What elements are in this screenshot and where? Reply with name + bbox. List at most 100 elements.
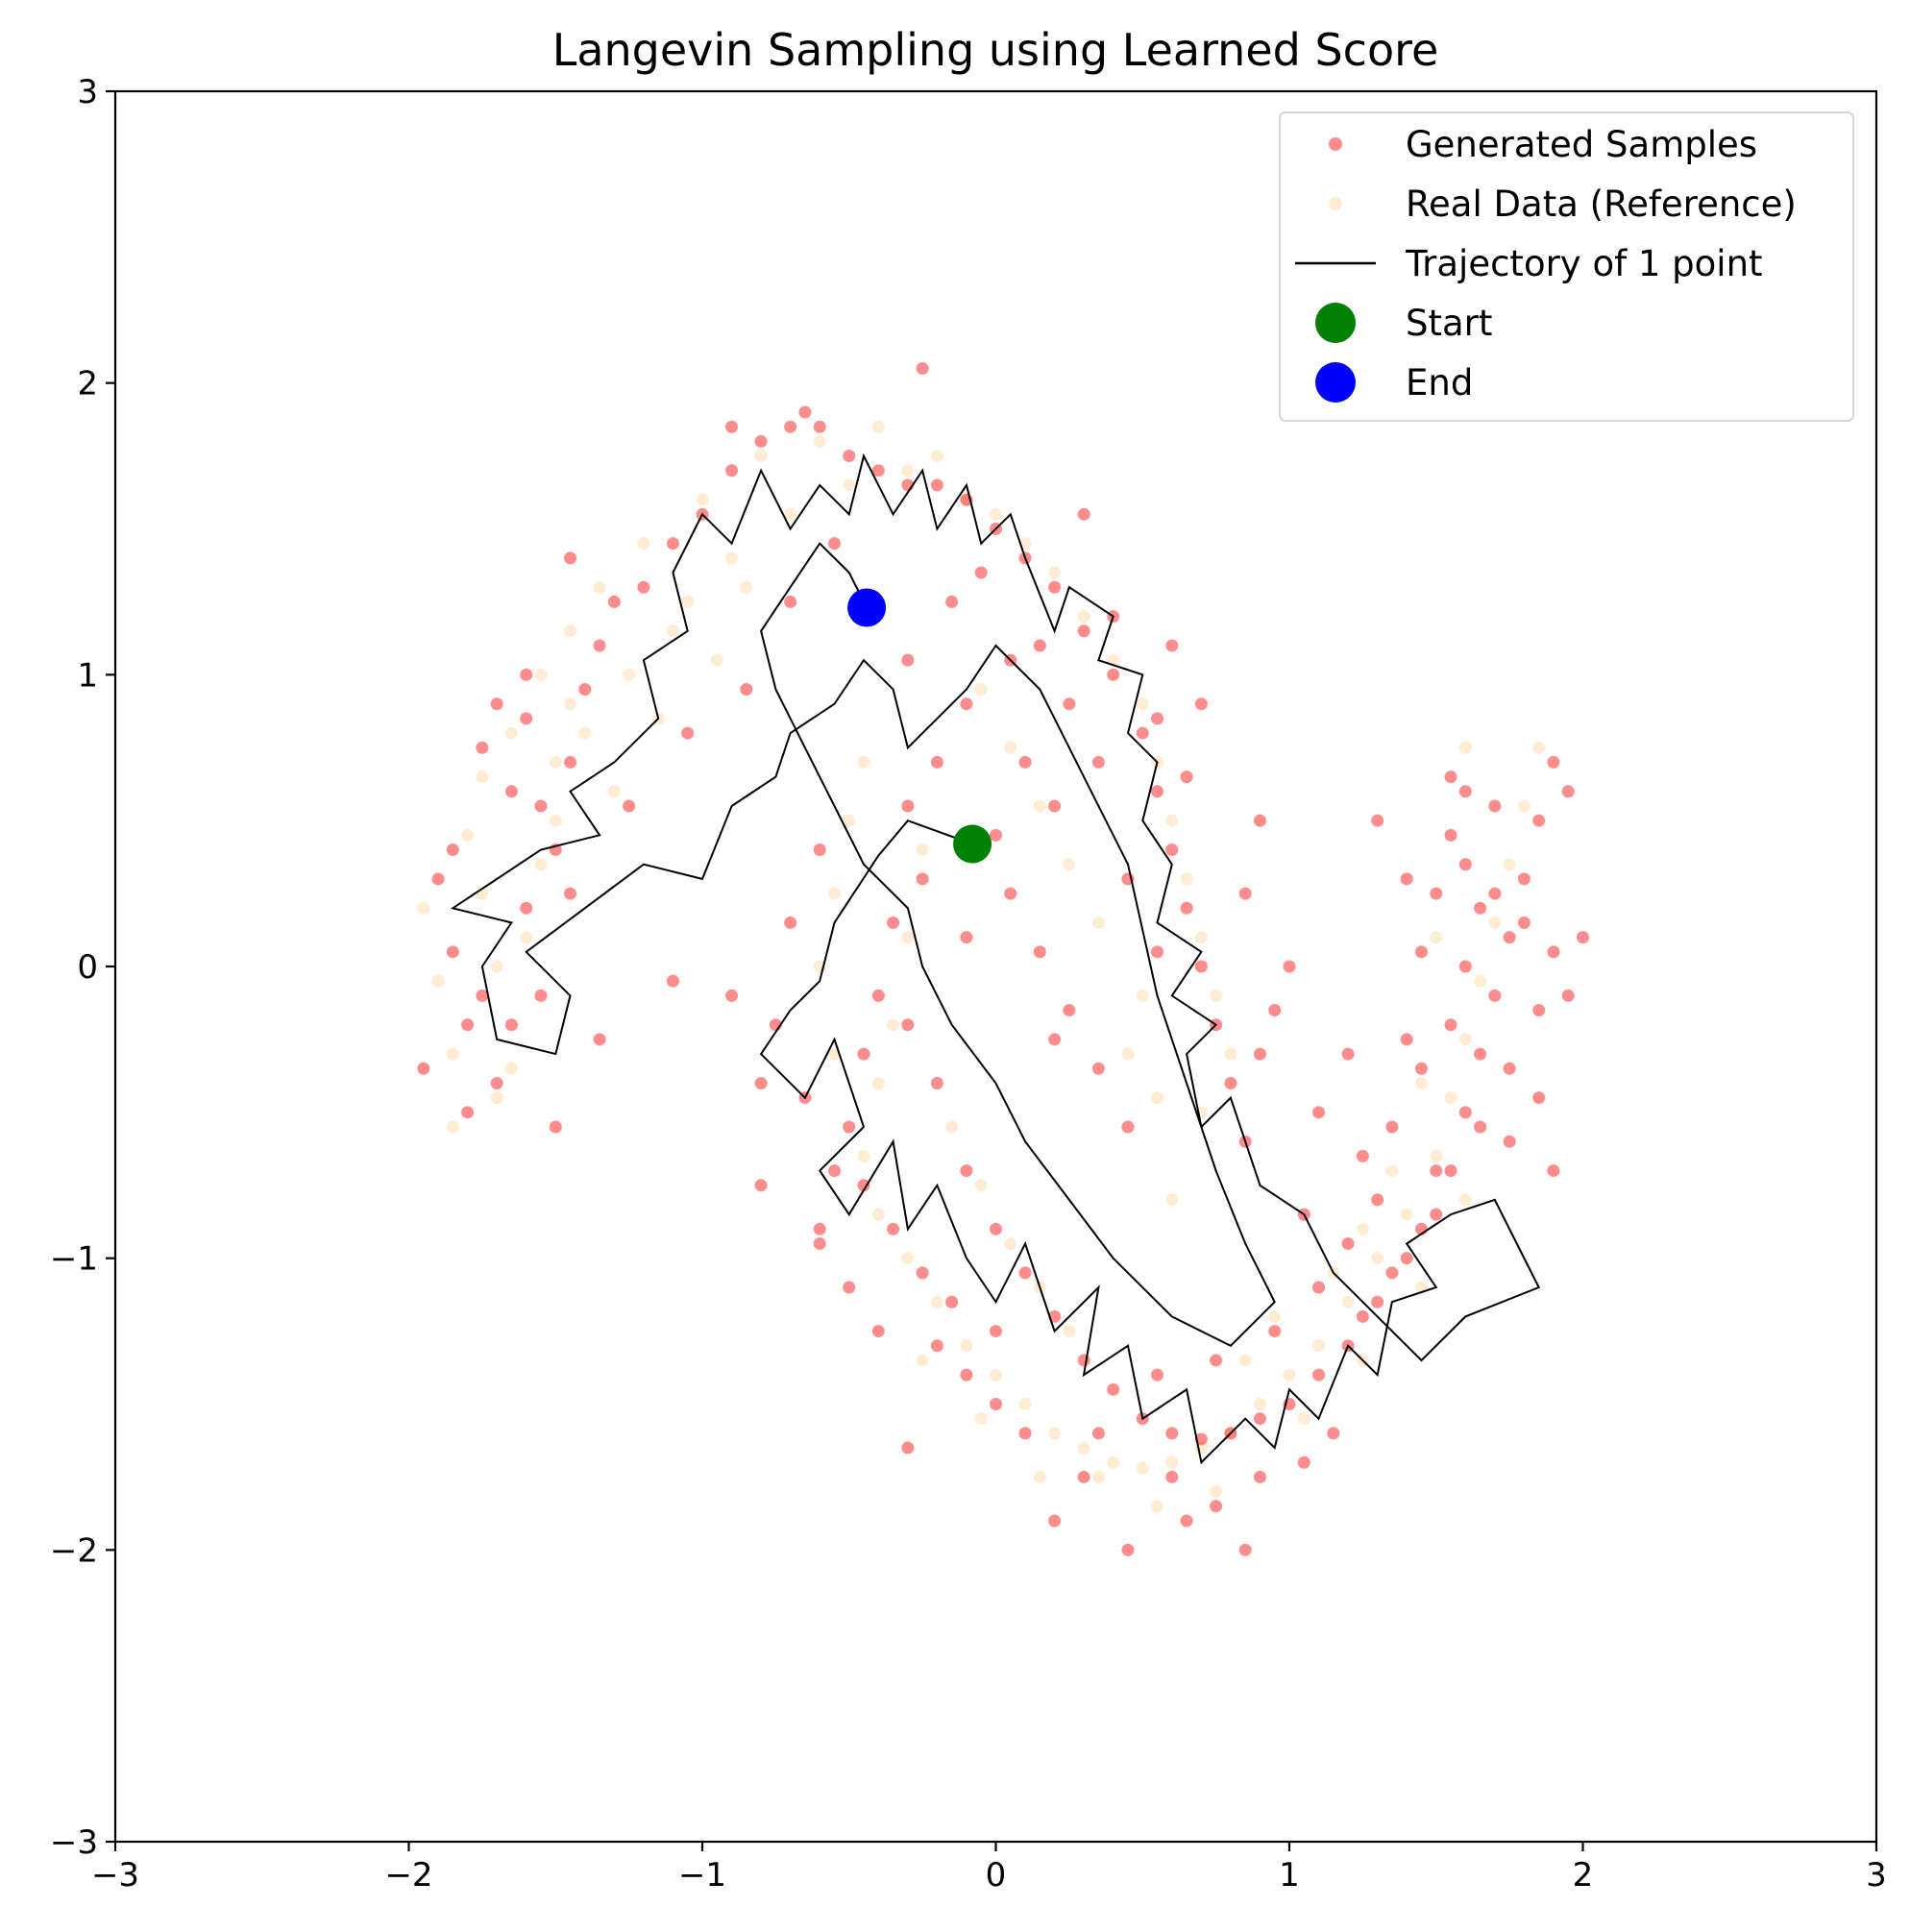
- generated-sample-point-0: [431, 872, 445, 886]
- generated-sample-point-4: [504, 785, 518, 798]
- generated-sample-point-108: [1488, 799, 1502, 813]
- real-data-point-45: [871, 1208, 885, 1221]
- generated-sample-point-3: [490, 1076, 503, 1089]
- generated-sample-point-134: [1253, 1470, 1266, 1483]
- real-data-point-66: [1458, 1033, 1472, 1046]
- generated-sample-point-123: [1444, 1018, 1457, 1032]
- real-data-point-58: [1253, 1398, 1266, 1410]
- generated-sample-point-46: [534, 799, 548, 813]
- generated-sample-point-114: [1503, 1062, 1516, 1075]
- generated-sample-point-57: [1033, 639, 1046, 652]
- real-data-point-60: [1312, 1339, 1326, 1353]
- real-data-point-89: [857, 755, 870, 769]
- generated-sample-point-16: [754, 434, 768, 448]
- real-data-point-52: [1077, 1441, 1090, 1455]
- generated-sample-point-160: [930, 755, 943, 769]
- real-data-point-61: [1341, 1295, 1355, 1308]
- generated-sample-point-54: [901, 653, 915, 667]
- real-data-point-13: [607, 785, 621, 798]
- generated-sample-point-41: [476, 741, 489, 754]
- real-data-point-69: [1503, 858, 1516, 871]
- generated-sample-point-116: [1430, 1164, 1443, 1178]
- generated-sample-point-131: [1121, 1543, 1135, 1556]
- generated-sample-point-109: [1517, 916, 1530, 929]
- real-data-point-113: [1091, 1470, 1105, 1483]
- generated-sample-point-163: [1077, 507, 1090, 521]
- generated-sample-point-199: [1474, 901, 1487, 915]
- generated-sample-point-166: [1151, 712, 1164, 725]
- generated-sample-point-119: [1356, 1309, 1369, 1323]
- real-data-point-36: [1210, 989, 1223, 1002]
- generated-sample-point-194: [1385, 1120, 1399, 1134]
- generated-sample-point-71: [784, 916, 797, 929]
- generated-sample-point-132: [1165, 1470, 1179, 1483]
- generated-sample-point-43: [461, 1106, 475, 1119]
- generated-sample-point-193: [1371, 1193, 1384, 1207]
- real-data-point-59: [1283, 1368, 1296, 1382]
- y-tick-label: −2: [50, 1531, 98, 1570]
- generated-sample-point-19: [843, 450, 856, 463]
- real-data-point-19: [784, 507, 797, 521]
- generated-sample-point-42: [417, 1062, 430, 1075]
- generated-sample-point-77: [901, 1018, 915, 1032]
- generated-sample-point-126: [1400, 872, 1413, 886]
- real-data-point-74: [1414, 1076, 1428, 1089]
- generated-sample-point-101: [1517, 872, 1530, 886]
- generated-sample-point-91: [1312, 1368, 1326, 1382]
- generated-sample-point-61: [916, 872, 929, 886]
- real-data-point-5: [490, 1091, 503, 1105]
- x-tick-label: 0: [986, 1856, 1007, 1895]
- generated-sample-point-106: [1430, 887, 1443, 900]
- generated-sample-point-142: [960, 1368, 973, 1382]
- chart-title: Langevin Sampling using Learned Score: [552, 24, 1439, 76]
- generated-sample-point-70: [813, 844, 826, 857]
- generated-sample-point-63: [871, 989, 885, 1002]
- generated-sample-point-176: [446, 844, 459, 857]
- real-data-point-104: [1063, 858, 1076, 871]
- generated-sample-point-151: [1091, 1062, 1105, 1075]
- generated-sample-point-140: [1018, 1427, 1032, 1440]
- real-data-point-115: [974, 1412, 988, 1426]
- generated-sample-point-55: [945, 595, 959, 608]
- generated-sample-point-98: [1474, 1047, 1487, 1061]
- generated-sample-point-8: [564, 755, 577, 769]
- generated-sample-point-141: [990, 1398, 1002, 1410]
- legend-label-real-data-reference: Real Data (Reference): [1406, 183, 1797, 225]
- real-data-point-50: [1018, 1398, 1032, 1410]
- generated-sample-point-22: [930, 478, 943, 492]
- real-data-point-97: [740, 580, 753, 594]
- legend-label-trajectory-of-1-point: Trajectory of 1 point: [1405, 243, 1763, 284]
- generated-sample-point-183: [754, 1179, 768, 1192]
- generated-sample-point-138: [1180, 1514, 1193, 1528]
- generated-sample-point-28: [1107, 668, 1120, 681]
- generated-sample-point-97: [1458, 1106, 1472, 1119]
- generated-sample-point-94: [1400, 1252, 1413, 1265]
- real-data-layer: [417, 420, 1546, 1513]
- generated-sample-point-143: [930, 1339, 943, 1353]
- generated-sample-point-178: [504, 1018, 518, 1032]
- generated-sample-point-147: [1268, 1325, 1282, 1338]
- generated-sample-point-171: [798, 405, 812, 419]
- x-tick-label: 1: [1279, 1856, 1300, 1895]
- generated-sample-point-67: [887, 1222, 900, 1235]
- generated-sample-point-187: [1048, 1033, 1062, 1046]
- generated-sample-point-189: [1283, 960, 1296, 973]
- x-tick-label: −1: [678, 1856, 726, 1895]
- generated-sample-point-152: [1063, 1004, 1076, 1017]
- real-data-point-28: [1048, 566, 1062, 579]
- generated-sample-point-173: [564, 551, 577, 565]
- y-axis: −3 −2 −1 0 1 2 3: [50, 73, 115, 1862]
- generated-sample-point-188: [960, 931, 973, 944]
- generated-sample-point-127: [1371, 814, 1384, 827]
- generated-sample-point-130: [1077, 1470, 1090, 1483]
- generated-sample-point-128: [1561, 785, 1575, 798]
- generated-sample-point-122: [1458, 858, 1472, 871]
- real-data-point-38: [446, 1120, 459, 1134]
- generated-sample-point-172: [725, 420, 739, 433]
- generated-sample-point-198: [1444, 770, 1457, 784]
- generated-sample-point-10: [593, 639, 606, 652]
- real-data-point-72: [1458, 741, 1472, 754]
- plot-area: [417, 361, 1589, 1556]
- legend-swatch-generated-samples: [1329, 137, 1342, 151]
